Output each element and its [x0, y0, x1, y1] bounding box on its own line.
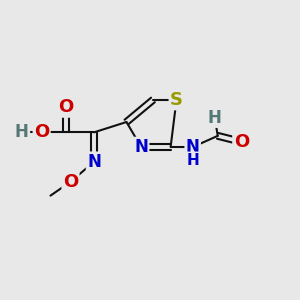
Text: N: N	[186, 138, 200, 156]
Text: O: O	[34, 123, 49, 141]
Text: O: O	[234, 133, 249, 151]
Text: H: H	[186, 153, 199, 168]
Text: O: O	[58, 98, 74, 116]
Text: N: N	[134, 138, 148, 156]
Text: S: S	[170, 91, 183, 109]
Text: H: H	[15, 123, 29, 141]
Text: H: H	[208, 109, 222, 127]
Text: O: O	[63, 173, 78, 191]
Text: N: N	[87, 153, 101, 171]
